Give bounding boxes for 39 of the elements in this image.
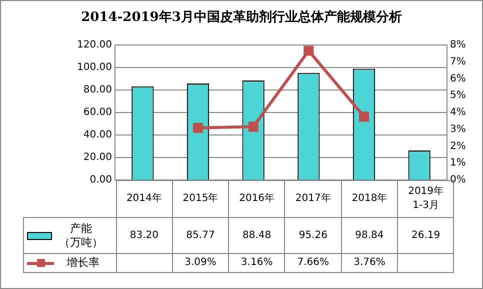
data-label: 98.84 bbox=[341, 218, 398, 254]
point bbox=[192, 122, 204, 133]
y2-tick-label: 1% bbox=[450, 158, 466, 169]
y-tick-label: 0.00 bbox=[90, 174, 112, 186]
point bbox=[358, 112, 370, 122]
y2-tick-label: 3% bbox=[450, 124, 466, 135]
y2-tick-label: 6% bbox=[450, 73, 466, 84]
y-tick-label: 20.00 bbox=[83, 152, 112, 164]
y2-tick-label: 8% bbox=[450, 40, 466, 51]
y-tick-label: 80.00 bbox=[83, 84, 112, 96]
point bbox=[304, 46, 314, 56]
data-label: 95.26 bbox=[284, 218, 342, 254]
legend-label: 产能（万吨） bbox=[58, 222, 104, 250]
y-tick-label: 40.00 bbox=[83, 130, 112, 141]
data-label: 88.48 bbox=[228, 218, 285, 254]
y-tick-label: 100.00 bbox=[77, 62, 112, 74]
y2-tick-label: 5% bbox=[450, 90, 466, 102]
point bbox=[248, 122, 258, 132]
data-label: 3.76% bbox=[341, 254, 398, 272]
data-label: 3.16% bbox=[228, 254, 285, 272]
y2-tick-label: 7% bbox=[450, 56, 466, 68]
legend-label: 增长率 bbox=[66, 256, 100, 270]
y-tick-label: 120.00 bbox=[77, 40, 112, 51]
y-tick-label: 60.00 bbox=[83, 107, 112, 118]
y2-tick-label: 2% bbox=[450, 140, 466, 152]
x-tick-label: 2015年 bbox=[172, 180, 229, 218]
y2-tick-label: 0% bbox=[450, 174, 466, 186]
x-tick-label: 2018年 bbox=[341, 180, 398, 218]
data-label: 7.66% bbox=[284, 254, 342, 272]
x-tick-label: 2017年 bbox=[284, 180, 342, 218]
x-tick-label: 2016年 bbox=[228, 180, 285, 218]
x-tick-label: 2019年 1-3月 bbox=[408, 186, 444, 211]
chart-title: 2014-2019年3月中国皮革助剂行业总体产能规模分析 bbox=[80, 8, 403, 26]
data-label: 85.77 bbox=[172, 218, 229, 254]
x-tick-label: 2014年 bbox=[116, 180, 172, 218]
data-label: 83.20 bbox=[116, 218, 172, 254]
data-label: 3.09% bbox=[172, 254, 229, 272]
y2-tick-label: 4% bbox=[450, 107, 466, 118]
data-label: 26.19 bbox=[398, 218, 454, 254]
